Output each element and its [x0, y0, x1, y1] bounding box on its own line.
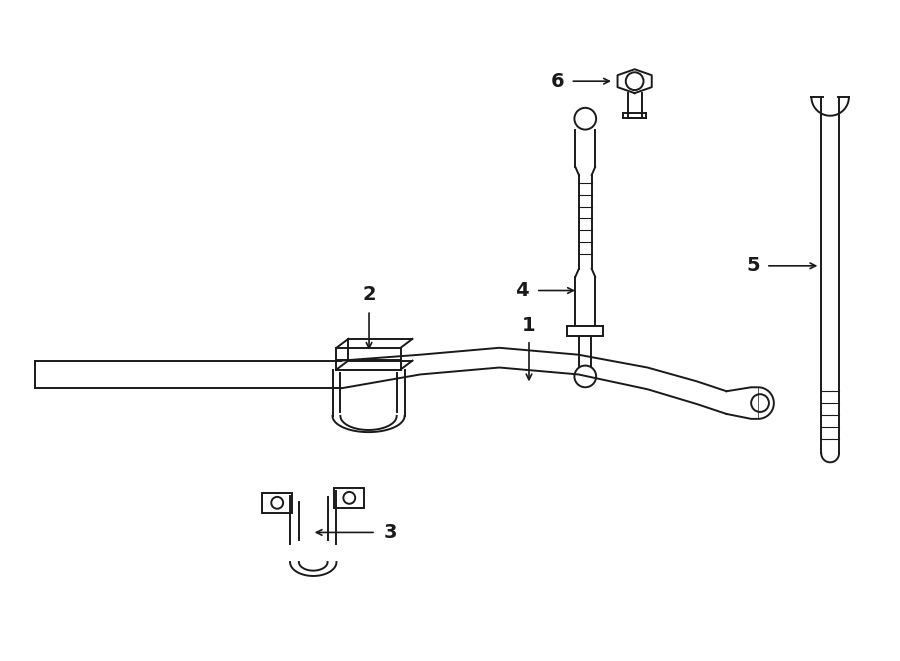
Text: 6: 6 [551, 71, 564, 91]
Text: 4: 4 [516, 281, 529, 300]
Text: 1: 1 [522, 315, 536, 334]
Text: 3: 3 [384, 523, 398, 542]
Bar [335, 488, 365, 508]
Text: 2: 2 [362, 285, 376, 304]
Text: 5: 5 [746, 256, 760, 276]
Bar [263, 493, 292, 513]
